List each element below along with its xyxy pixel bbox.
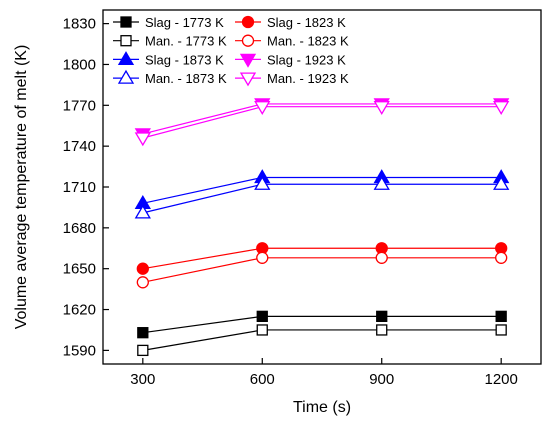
- legend-item: Man. - 1923 K: [235, 71, 349, 87]
- series: [134, 175, 510, 219]
- data-point: [493, 101, 510, 115]
- data-point: [256, 310, 268, 322]
- data-point: [254, 175, 271, 190]
- series: [137, 324, 507, 357]
- data-point: [134, 204, 151, 219]
- data-point: [373, 101, 390, 115]
- legend-marker: [239, 53, 257, 68]
- legend-marker: [241, 34, 255, 47]
- data-point: [373, 175, 390, 190]
- y-axis-label: Volume average temperature of melt (K): [13, 45, 30, 330]
- data-point: [495, 251, 508, 264]
- series-line: [142, 176, 502, 204]
- legend-label: Man. - 1773 K: [145, 34, 227, 49]
- series-line: [142, 247, 502, 270]
- data-point: [256, 251, 269, 264]
- plot-area-frame: [102, 9, 542, 365]
- legend-label: Slag - 1873 K: [145, 52, 224, 67]
- data-point: [376, 310, 388, 322]
- legend-marker: [120, 16, 132, 28]
- data-point: [254, 101, 271, 115]
- x-tick-label: 600: [250, 371, 275, 388]
- legend-marker: [117, 51, 135, 66]
- data-point: [495, 324, 507, 336]
- y-tick-label: 1590: [63, 342, 96, 359]
- x-axis-label: Time (s): [293, 399, 351, 416]
- data-point: [493, 175, 510, 190]
- legend-marker: [241, 15, 255, 29]
- axis-ticks: 300 600 900 1200 1590 1620 1650 1680 1710 1740 177…: [63, 16, 518, 388]
- x-tick-label: 1200: [484, 371, 517, 388]
- x-tick-label: 900: [369, 371, 394, 388]
- data-point: [136, 276, 149, 289]
- y-tick-label: 1830: [63, 16, 96, 33]
- y-tick-label: 1620: [63, 302, 96, 319]
- series-line: [142, 106, 502, 139]
- legend-label: Slag - 1923 K: [267, 52, 346, 67]
- series: [134, 98, 510, 143]
- series: [136, 251, 508, 289]
- legend-item: Man. - 1873 K: [113, 69, 227, 86]
- series: [134, 101, 510, 147]
- legend-marker: [239, 72, 257, 87]
- series: [136, 242, 508, 275]
- legend-label: Slag - 1823 K: [267, 15, 346, 30]
- legend-marker: [120, 35, 132, 47]
- y-tick-label: 1680: [63, 220, 96, 237]
- series: [134, 169, 510, 209]
- legend-marker: [117, 69, 135, 84]
- legend-item: Slag - 1773 K: [113, 15, 224, 30]
- legend-item: Man. - 1773 K: [113, 34, 227, 49]
- data-point: [136, 262, 149, 275]
- y-tick-label: 1770: [63, 97, 96, 114]
- y-tick-label: 1650: [63, 261, 96, 278]
- y-tick-label: 1740: [63, 138, 96, 155]
- legend-item: Slag - 1823 K: [235, 15, 346, 30]
- series-line: [142, 329, 502, 351]
- series-line: [142, 315, 502, 334]
- legend-label: Man. - 1923 K: [267, 71, 349, 86]
- legend-label: Man. - 1823 K: [267, 34, 349, 49]
- data-point: [134, 132, 151, 147]
- x-tick-label: 300: [130, 371, 155, 388]
- y-tick-label: 1710: [63, 179, 96, 196]
- data-point: [256, 324, 268, 336]
- legend: Slag - 1773 K Man. - 1773 K Slag - 1873 K M…: [113, 15, 349, 87]
- y-tick-label: 1800: [63, 56, 96, 73]
- legend-item: Man. - 1823 K: [235, 34, 349, 49]
- data-point: [376, 324, 388, 336]
- data-point: [495, 310, 507, 322]
- legend-label: Slag - 1773 K: [145, 15, 224, 30]
- legend-item: Slag - 1923 K: [235, 52, 346, 68]
- series-line: [142, 103, 502, 135]
- series-line: [142, 257, 502, 283]
- series-layer: [134, 98, 510, 357]
- data-point: [137, 327, 149, 339]
- legend-item: Slag - 1873 K: [113, 51, 224, 67]
- data-point: [137, 344, 149, 357]
- series: [137, 310, 507, 339]
- series-line: [142, 183, 502, 214]
- data-point: [375, 251, 388, 264]
- legend-label: Man. - 1873 K: [145, 71, 227, 86]
